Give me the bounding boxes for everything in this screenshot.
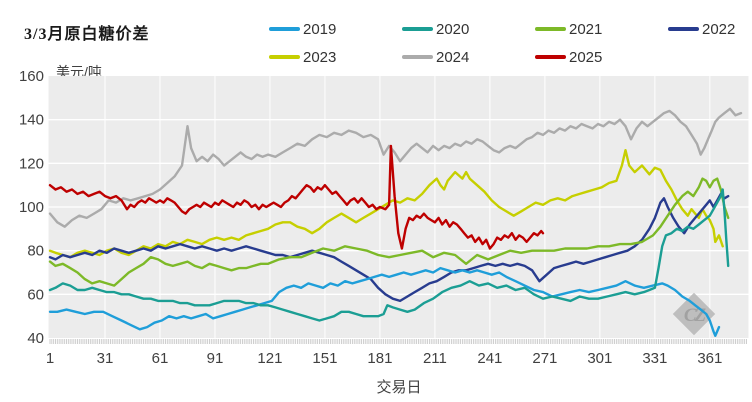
x-tick-label-301: 301 — [587, 350, 612, 367]
legend-swatch-2024 — [402, 55, 433, 59]
y-tick-label-40: 40 — [27, 330, 44, 347]
y-tick-label-160: 160 — [19, 68, 44, 85]
x-tick-label-61: 61 — [152, 350, 169, 367]
series-line-2025 — [48, 144, 545, 250]
x-axis-title: 交易日 — [376, 379, 422, 396]
y-tick-label-60: 60 — [27, 286, 44, 303]
legend-label-2025: 2025 — [569, 48, 603, 66]
legend-item-2021[interactable]: 2021 — [535, 15, 668, 43]
x-tick-label-181: 181 — [367, 350, 392, 367]
legend-label-2019: 2019 — [303, 20, 337, 38]
y-tick-label-140: 140 — [19, 112, 44, 129]
legend-item-2025[interactable]: 2025 — [535, 43, 668, 71]
x-tick-label-211: 211 — [423, 350, 447, 367]
x-tick-label-271: 271 — [532, 350, 557, 367]
legend-item-2019[interactable]: 2019 — [269, 15, 402, 43]
legend-swatch-2021 — [535, 27, 566, 31]
legend-swatch-2019 — [269, 27, 300, 31]
x-tick-label-241: 241 — [477, 350, 502, 367]
legend-swatch-2025 — [535, 55, 566, 59]
legend-item-2023[interactable]: 2023 — [269, 43, 402, 71]
x-tick-label-91: 91 — [207, 350, 224, 367]
legend-item-2022[interactable]: 2022 — [668, 15, 752, 43]
watermark-letters: CZ — [684, 305, 707, 326]
y-tick-label-80: 80 — [27, 243, 44, 260]
chart-title: 3/3月原白糖价差 — [24, 26, 150, 43]
y-tick-label-100: 100 — [19, 199, 44, 216]
legend-label-2021: 2021 — [569, 20, 603, 38]
x-tick-label-31: 31 — [97, 350, 114, 367]
legend-label-2020: 2020 — [436, 20, 470, 38]
x-tick-label-1: 1 — [46, 350, 54, 367]
legend-swatch-2022 — [668, 27, 699, 31]
legend-label-2023: 2023 — [303, 48, 337, 66]
legend-label-2022: 2022 — [702, 20, 736, 38]
series-line-2020 — [48, 188, 730, 322]
legend-label-2024: 2024 — [436, 48, 470, 66]
x-tick-label-361: 361 — [697, 350, 722, 367]
series-line-2024 — [48, 107, 743, 228]
legend-item-2020[interactable]: 2020 — [402, 15, 535, 43]
legend-swatch-2023 — [269, 55, 300, 59]
series-line-2023 — [48, 148, 724, 259]
series-line-2019 — [48, 266, 721, 337]
x-tick-label-331: 331 — [642, 350, 667, 367]
legend-item-2024[interactable]: 2024 — [402, 43, 535, 71]
x-tick-label-121: 121 — [257, 350, 282, 367]
series-line-2021 — [48, 177, 730, 287]
legend: 2019 2020 2021 2022 2023 2024 2025 — [269, 15, 752, 71]
series-line-2022 — [48, 192, 730, 303]
legend-swatch-2020 — [402, 27, 433, 31]
y-tick-label-120: 120 — [19, 155, 44, 172]
x-tick-label-151: 151 — [312, 350, 337, 367]
